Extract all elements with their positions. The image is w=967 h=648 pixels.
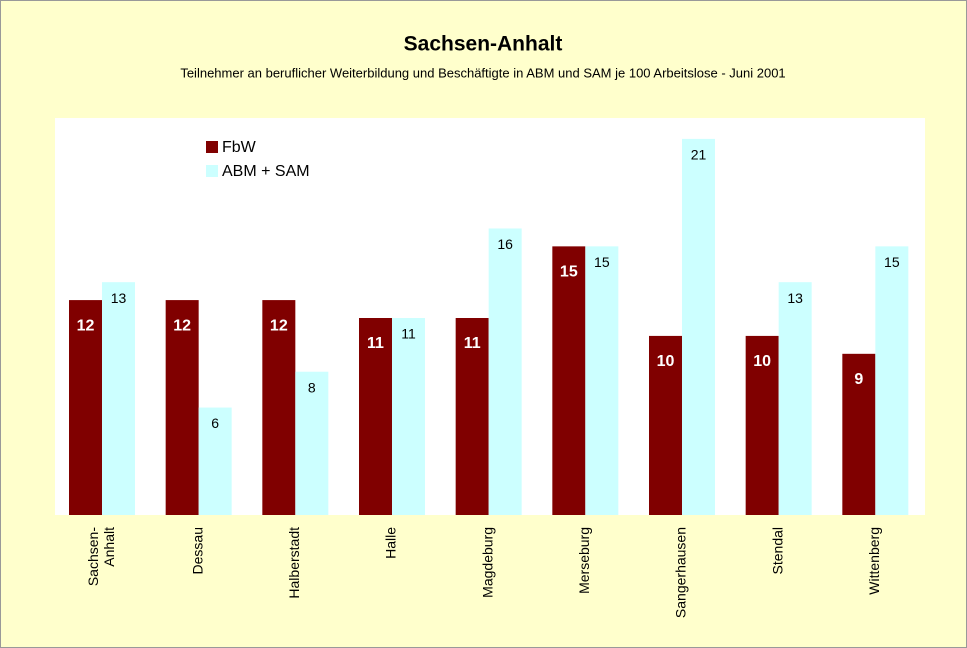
value-label: 11 bbox=[401, 326, 416, 342]
x-tick-label: Wittenberg bbox=[866, 527, 882, 595]
bar bbox=[262, 300, 296, 515]
value-label: 21 bbox=[691, 147, 707, 163]
bar bbox=[875, 246, 909, 515]
x-tick-label: Dessau bbox=[189, 527, 205, 574]
value-label: 11 bbox=[464, 335, 481, 352]
value-label: 8 bbox=[308, 379, 316, 395]
value-label: 9 bbox=[854, 371, 863, 388]
bar bbox=[585, 246, 619, 515]
bar bbox=[295, 371, 329, 515]
x-tick-label: Halberstadt bbox=[286, 527, 302, 599]
bar bbox=[359, 318, 392, 515]
value-label: 12 bbox=[173, 317, 191, 334]
bar bbox=[102, 282, 135, 515]
bar bbox=[745, 335, 779, 515]
legend-label: ABM + SAM bbox=[222, 163, 310, 180]
x-tick-label: Stendal bbox=[769, 527, 785, 574]
bar bbox=[165, 300, 199, 515]
bar bbox=[198, 407, 232, 515]
value-label: 10 bbox=[753, 353, 771, 370]
value-label: 13 bbox=[111, 290, 127, 306]
value-label: 12 bbox=[270, 317, 288, 334]
value-label: 15 bbox=[560, 264, 578, 281]
value-label: 16 bbox=[497, 236, 513, 252]
legend-label: FbW bbox=[222, 139, 257, 156]
x-tick-label: Sachsen-Anhalt bbox=[85, 527, 117, 586]
value-label: 11 bbox=[367, 335, 384, 352]
bar bbox=[682, 138, 715, 515]
chart-title: Sachsen-Anhalt bbox=[404, 33, 563, 56]
legend-swatch bbox=[206, 165, 218, 177]
bar bbox=[842, 353, 876, 515]
value-label: 15 bbox=[884, 254, 900, 270]
value-label: 13 bbox=[787, 290, 803, 306]
bar bbox=[778, 282, 812, 515]
x-tick-label: Magdeburg bbox=[479, 527, 495, 598]
x-tick-label: Merseburg bbox=[576, 527, 592, 594]
value-label: 15 bbox=[594, 254, 610, 270]
chart-subtitle: Teilnehmer an beruflicher Weiterbildung … bbox=[180, 65, 785, 80]
bar bbox=[552, 246, 586, 515]
x-tick-label: Halle bbox=[383, 527, 399, 559]
x-tick-label: Sangerhausen bbox=[673, 527, 689, 618]
value-label: 12 bbox=[77, 317, 95, 334]
bar bbox=[392, 318, 425, 515]
bar bbox=[649, 335, 682, 515]
legend-swatch bbox=[206, 141, 218, 153]
bar bbox=[455, 318, 489, 515]
bar bbox=[488, 228, 522, 516]
bar bbox=[69, 300, 102, 515]
value-label: 10 bbox=[657, 353, 675, 370]
value-label: 6 bbox=[211, 415, 219, 431]
